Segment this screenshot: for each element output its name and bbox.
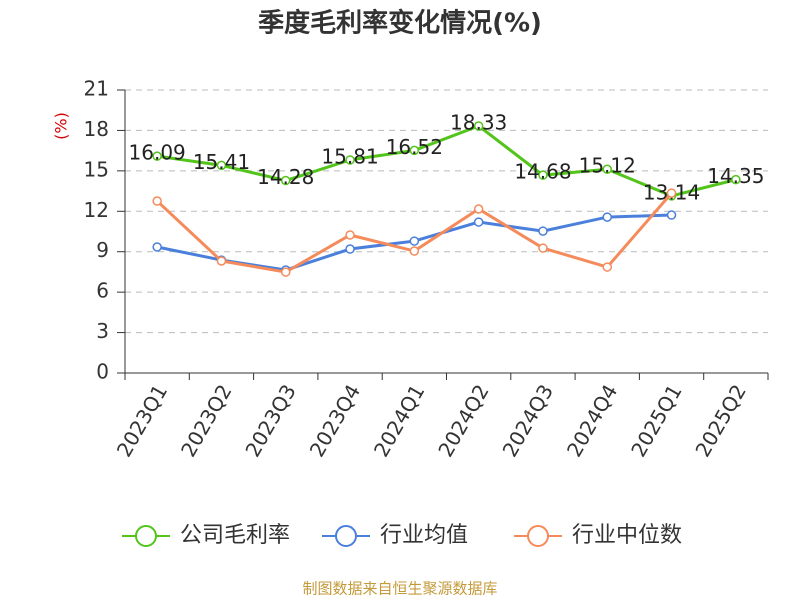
legend-marker <box>135 525 157 547</box>
y-axis-label: (%) <box>52 112 71 140</box>
data-point <box>666 188 677 198</box>
data-point <box>538 243 548 253</box>
data-label: 14.28 <box>257 165 314 189</box>
legend-label: 行业中位数 <box>572 523 682 548</box>
data-label: 14.35 <box>707 164 764 188</box>
x-tick-label: 2025Q2 <box>690 380 750 461</box>
y-tick-label: 6 <box>96 279 109 303</box>
x-tick-label: 2023Q4 <box>305 380 365 461</box>
data-label: 18.33 <box>450 110 507 134</box>
data-point <box>473 121 484 131</box>
data-point <box>152 242 162 252</box>
x-tick-label: 2023Q2 <box>176 380 236 461</box>
data-point <box>345 230 355 240</box>
x-tick-label: 2024Q2 <box>433 380 493 461</box>
y-tick-label: 3 <box>96 319 109 343</box>
series-line <box>156 124 737 198</box>
y-tick-label: 12 <box>84 198 109 222</box>
data-label: 15.81 <box>321 144 378 168</box>
data-point <box>538 226 548 236</box>
data-point <box>602 262 612 272</box>
legend-marker <box>527 525 549 547</box>
chart-title: 季度毛利率变化情况(%) <box>258 8 542 39</box>
legend-label: 公司毛利率 <box>180 523 290 548</box>
data-point <box>602 164 612 174</box>
y-tick-label: 15 <box>84 157 109 181</box>
data-point <box>409 145 420 156</box>
legend-label: 行业均值 <box>380 523 468 548</box>
x-tick-label: 2023Q3 <box>240 380 300 461</box>
y-tick-label: 0 <box>96 360 109 384</box>
data-point <box>409 236 420 246</box>
data-point <box>602 212 612 222</box>
data-point <box>152 196 162 206</box>
data-label: 14.68 <box>514 160 571 184</box>
data-point <box>281 267 291 277</box>
x-tick-label: 2024Q3 <box>498 380 558 461</box>
data-point <box>152 151 162 161</box>
data-point <box>345 155 355 165</box>
data-label: 16.52 <box>386 135 443 159</box>
data-point <box>345 244 355 254</box>
data-point <box>666 210 677 220</box>
legend: 公司毛利率 行业均值 行业中位数 <box>122 523 682 548</box>
data-point <box>216 160 227 171</box>
legend-marker <box>335 525 357 547</box>
y-tick-label: 9 <box>96 238 109 262</box>
x-tick-label: 2025Q1 <box>626 380 686 461</box>
data-point <box>473 204 484 214</box>
data-point <box>216 256 227 266</box>
y-tick-label: 18 <box>84 117 109 141</box>
y-tick-label: 21 <box>84 77 109 101</box>
x-tick-label: 2024Q1 <box>369 380 429 461</box>
x-tick-label: 2023Q1 <box>112 380 172 461</box>
source-note: 制图数据来自恒生聚源数据库 <box>302 580 497 598</box>
data-point <box>731 174 741 185</box>
data-point <box>281 175 291 186</box>
data-point <box>473 217 484 227</box>
data-label: 15.12 <box>579 154 636 178</box>
x-tick-label: 2024Q4 <box>562 380 622 461</box>
data-point <box>538 170 548 180</box>
series-line <box>156 192 673 274</box>
data-label: 15.41 <box>193 150 250 174</box>
data-label: 16.09 <box>129 141 186 165</box>
data-point <box>409 246 420 256</box>
